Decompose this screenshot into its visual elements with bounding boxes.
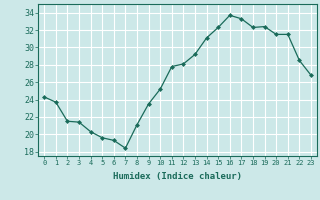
X-axis label: Humidex (Indice chaleur): Humidex (Indice chaleur) <box>113 172 242 181</box>
